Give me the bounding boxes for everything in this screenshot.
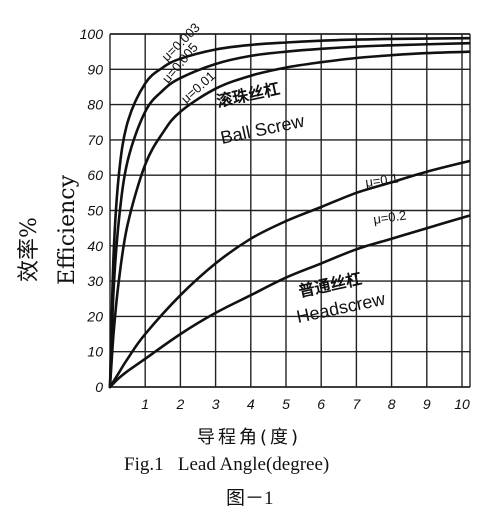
figure-caption: Fig.1 Lead Angle(degree) — [124, 454, 329, 475]
x-tick-label-9: 9 — [423, 396, 431, 412]
x-tick-label-1: 1 — [141, 396, 149, 412]
y-axis-label-cn: 效率% — [17, 217, 42, 282]
x-tick-label-5: 5 — [282, 396, 290, 412]
series-line-mu-0-003 — [108, 36, 471, 389]
tick-labels: 0 10 20 30 40 50 60 70 80 90 100 1 2 3 4 5 6 7 8 9 10 — [80, 26, 470, 412]
y-tick-label-40: 40 — [87, 238, 103, 254]
group-label-ball-screw-en: Ball Screw — [219, 110, 307, 147]
figure-number: 图－1 — [226, 488, 274, 509]
series-line-mu-0-2 — [108, 214, 471, 389]
x-tick-label-6: 6 — [317, 396, 325, 412]
grid — [109, 33, 471, 388]
y-tick-label-80: 80 — [87, 97, 103, 113]
y-axis-label-en: Efficiency — [55, 174, 80, 285]
x-tick-label-4: 4 — [247, 396, 255, 412]
y-tick-label-70: 70 — [87, 132, 103, 148]
series-label-mu-0-2: μ=0.2 — [372, 208, 407, 227]
x-tick-label-3: 3 — [212, 396, 220, 412]
y-tick-label-0: 0 — [95, 379, 103, 395]
series-line-mu-0-01 — [108, 50, 471, 389]
series-line-mu-0-1 — [108, 159, 471, 389]
x-tick-label-8: 8 — [388, 396, 396, 412]
y-tick-label-30: 30 — [87, 273, 103, 289]
series-label-mu-0-01: μ=0.01 — [178, 68, 218, 106]
series-curves — [108, 36, 471, 389]
series-line-mu-0-005 — [108, 41, 471, 389]
x-tick-label-10: 10 — [454, 396, 470, 412]
y-tick-label-90: 90 — [87, 61, 103, 77]
x-tick-label-2: 2 — [176, 396, 185, 412]
y-tick-label-50: 50 — [87, 203, 103, 219]
y-tick-label-100: 100 — [80, 26, 104, 42]
y-tick-label-10: 10 — [87, 344, 103, 360]
y-tick-label-20: 20 — [86, 308, 103, 324]
x-axis-label: 导程角(度) — [197, 427, 301, 448]
x-tick-label-7: 7 — [353, 396, 362, 412]
y-tick-label-60: 60 — [87, 167, 103, 183]
series-label-mu-0-1: μ=0.1 — [364, 171, 399, 190]
